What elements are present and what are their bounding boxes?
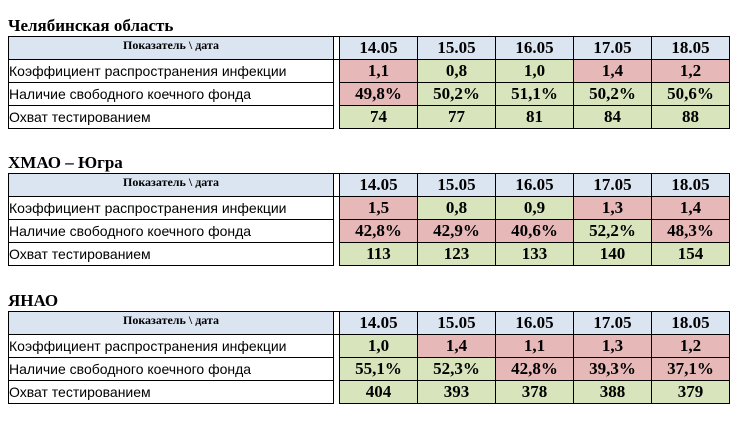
value-cell: 388: [573, 380, 652, 404]
table-row: Коэффициент распространения инфекции 1,0…: [8, 334, 730, 358]
table-row: Коэффициент распространения инфекции 1,5…: [8, 196, 730, 220]
header-date: 16.05: [495, 311, 574, 335]
value-cell: 0,8: [417, 196, 496, 220]
row-label: Коэффициент распространения инфекции: [8, 196, 334, 220]
value-cell: 39,3%: [573, 357, 652, 381]
region-title: ХМАО – Югра: [8, 153, 123, 172]
value-cell: 42,8%: [495, 357, 574, 381]
value-cell: 52,2%: [573, 219, 652, 243]
indicator-table: Показатель \ дата 14.05 15.05 16.05 17.0…: [8, 311, 730, 404]
table-header-row: Показатель \ дата 14.05 15.05 16.05 17.0…: [8, 311, 730, 335]
row-label: Охват тестированием: [8, 380, 334, 404]
value-cell: 50,2%: [417, 82, 496, 106]
table-row: Коэффициент распространения инфекции 1,1…: [8, 59, 730, 83]
value-cell: 404: [339, 380, 418, 404]
table-row: Охват тестированием 113 123 133 140 154: [8, 242, 730, 266]
region-yanao: ЯНАО Показатель \ дата 14.05 15.05 16.05…: [8, 291, 730, 404]
row-label: Наличие свободного коечного фонда: [8, 357, 334, 381]
table-row: Охват тестированием 74 77 81 84 88: [8, 105, 730, 129]
indicator-table: Показатель \ дата 14.05 15.05 16.05 17.0…: [8, 36, 730, 129]
value-cell: 140: [573, 242, 652, 266]
header-date: 14.05: [339, 36, 418, 60]
value-cell: 1,0: [339, 334, 418, 358]
indicator-table: Показатель \ дата 14.05 15.05 16.05 17.0…: [8, 173, 730, 266]
row-label: Охват тестированием: [8, 242, 334, 266]
value-cell: 52,3%: [417, 357, 496, 381]
value-cell: 1,4: [573, 59, 652, 83]
value-cell: 0,8: [417, 59, 496, 83]
value-cell: 42,9%: [417, 219, 496, 243]
value-cell: 0,9: [495, 196, 574, 220]
region-title: Челябинская область: [8, 16, 174, 35]
value-cell: 51,1%: [495, 82, 574, 106]
row-label: Наличие свободного коечного фонда: [8, 219, 334, 243]
value-cell: 74: [339, 105, 418, 129]
row-label: Коэффициент распространения инфекции: [8, 59, 334, 83]
table-row: Охват тестированием 404 393 378 388 379: [8, 380, 730, 404]
value-cell: 1,4: [651, 196, 730, 220]
header-date: 15.05: [417, 36, 496, 60]
value-cell: 88: [651, 105, 730, 129]
header-date: 16.05: [495, 36, 574, 60]
value-cell: 55,1%: [339, 357, 418, 381]
row-label: Наличие свободного коечного фонда: [8, 82, 334, 106]
value-cell: 1,2: [651, 59, 730, 83]
value-cell: 81: [495, 105, 574, 129]
header-label: Показатель \ дата: [8, 36, 334, 60]
value-cell: 1,5: [339, 196, 418, 220]
value-cell: 40,6%: [495, 219, 574, 243]
value-cell: 42,8%: [339, 219, 418, 243]
header-date: 17.05: [573, 36, 652, 60]
value-cell: 37,1%: [651, 357, 730, 381]
value-cell: 133: [495, 242, 574, 266]
region-khmao: ХМАО – Югра Показатель \ дата 14.05 15.0…: [8, 153, 730, 266]
value-cell: 1,1: [495, 334, 574, 358]
value-cell: 1,4: [417, 334, 496, 358]
header-date: 17.05: [573, 173, 652, 197]
header-label: Показатель \ дата: [8, 311, 334, 335]
value-cell: 113: [339, 242, 418, 266]
header-date: 18.05: [651, 311, 730, 335]
table-row: Наличие свободного коечного фонда 42,8% …: [8, 219, 730, 243]
value-cell: 49,8%: [339, 82, 418, 106]
region-chelyabinsk: Челябинская область Показатель \ дата 14…: [8, 16, 730, 129]
table-row: Наличие свободного коечного фонда 49,8% …: [8, 82, 730, 106]
value-cell: 123: [417, 242, 496, 266]
header-date: 14.05: [339, 311, 418, 335]
header-label: Показатель \ дата: [8, 173, 334, 197]
value-cell: 393: [417, 380, 496, 404]
header-date: 18.05: [651, 36, 730, 60]
value-cell: 154: [651, 242, 730, 266]
row-label: Коэффициент распространения инфекции: [8, 334, 334, 358]
value-cell: 1,3: [573, 334, 652, 358]
value-cell: 84: [573, 105, 652, 129]
header-date: 15.05: [417, 173, 496, 197]
header-date: 16.05: [495, 173, 574, 197]
row-label: Охват тестированием: [8, 105, 334, 129]
value-cell: 50,6%: [651, 82, 730, 106]
header-date: 14.05: [339, 173, 418, 197]
value-cell: 48,3%: [651, 219, 730, 243]
region-title: ЯНАО: [8, 291, 59, 310]
table-row: Наличие свободного коечного фонда 55,1% …: [8, 357, 730, 381]
value-cell: 77: [417, 105, 496, 129]
header-date: 15.05: [417, 311, 496, 335]
value-cell: 1,3: [573, 196, 652, 220]
value-cell: 1,1: [339, 59, 418, 83]
value-cell: 378: [495, 380, 574, 404]
header-date: 17.05: [573, 311, 652, 335]
header-date: 18.05: [651, 173, 730, 197]
value-cell: 379: [651, 380, 730, 404]
value-cell: 1,2: [651, 334, 730, 358]
value-cell: 1,0: [495, 59, 574, 83]
value-cell: 50,2%: [573, 82, 652, 106]
table-header-row: Показатель \ дата 14.05 15.05 16.05 17.0…: [8, 36, 730, 60]
table-header-row: Показатель \ дата 14.05 15.05 16.05 17.0…: [8, 173, 730, 197]
